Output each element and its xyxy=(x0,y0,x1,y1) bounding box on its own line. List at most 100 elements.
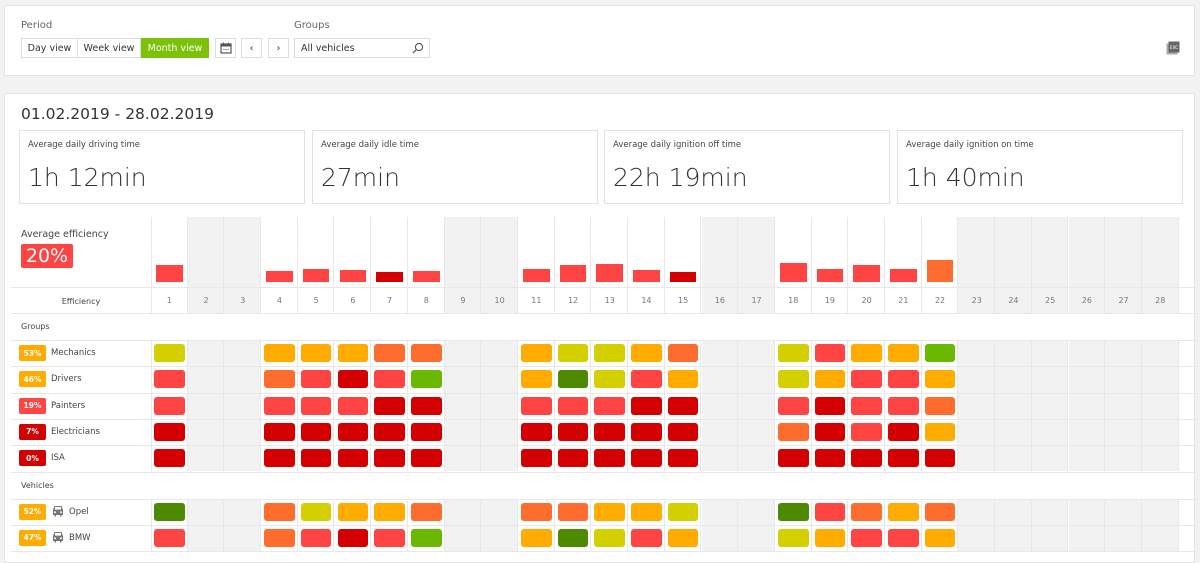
efficiency-bar[interactable] xyxy=(156,264,183,282)
efficiency-cell[interactable] xyxy=(300,396,332,415)
efficiency-cell[interactable] xyxy=(851,422,882,441)
row-name[interactable]: BMW xyxy=(69,532,91,543)
efficiency-cell[interactable] xyxy=(337,502,369,521)
efficiency-cell[interactable] xyxy=(888,370,919,389)
efficiency-cell[interactable] xyxy=(557,344,589,362)
efficiency-cell[interactable] xyxy=(300,422,332,441)
row-name[interactable]: Painters xyxy=(51,400,86,411)
efficiency-cell[interactable] xyxy=(631,344,662,362)
efficiency-bar[interactable] xyxy=(596,264,624,282)
efficiency-cell[interactable] xyxy=(777,502,809,521)
efficiency-cell[interactable] xyxy=(264,370,295,389)
efficiency-cell[interactable] xyxy=(264,422,295,441)
efficiency-cell[interactable] xyxy=(521,344,552,362)
efficiency-cell[interactable] xyxy=(777,370,809,389)
efficiency-bar[interactable] xyxy=(523,269,550,282)
efficiency-cell[interactable] xyxy=(154,396,185,415)
calendar-button[interactable] xyxy=(215,38,236,58)
efficiency-cell[interactable] xyxy=(924,449,956,468)
efficiency-bar[interactable] xyxy=(266,271,293,282)
efficiency-bar[interactable] xyxy=(669,271,697,282)
efficiency-cell[interactable] xyxy=(631,502,662,521)
efficiency-cell[interactable] xyxy=(410,528,442,547)
efficiency-cell[interactable] xyxy=(300,502,332,521)
efficiency-cell[interactable] xyxy=(851,528,882,547)
efficiency-cell[interactable] xyxy=(154,502,185,521)
efficiency-cell[interactable] xyxy=(594,344,626,362)
efficiency-cell[interactable] xyxy=(410,449,442,468)
row-name[interactable]: Drivers xyxy=(51,374,82,385)
efficiency-cell[interactable] xyxy=(300,449,332,468)
efficiency-cell[interactable] xyxy=(924,344,956,362)
efficiency-cell[interactable] xyxy=(667,502,699,521)
row-name[interactable]: Opel xyxy=(69,506,89,517)
efficiency-cell[interactable] xyxy=(374,370,405,389)
efficiency-cell[interactable] xyxy=(521,396,552,415)
row-name[interactable]: Electricians xyxy=(51,426,100,437)
efficiency-cell[interactable] xyxy=(264,449,295,468)
efficiency-cell[interactable] xyxy=(374,449,405,468)
efficiency-cell[interactable] xyxy=(777,344,809,362)
efficiency-cell[interactable] xyxy=(594,502,626,521)
efficiency-bar[interactable] xyxy=(339,269,367,282)
week-view-button[interactable]: Week view xyxy=(77,38,141,58)
efficiency-cell[interactable] xyxy=(264,528,295,547)
efficiency-cell[interactable] xyxy=(814,344,846,362)
efficiency-cell[interactable] xyxy=(814,502,846,521)
efficiency-cell[interactable] xyxy=(814,370,846,389)
efficiency-cell[interactable] xyxy=(337,449,369,468)
efficiency-cell[interactable] xyxy=(374,528,405,547)
efficiency-cell[interactable] xyxy=(337,396,369,415)
efficiency-cell[interactable] xyxy=(888,528,919,547)
day-view-button[interactable]: Day view xyxy=(21,38,78,58)
efficiency-cell[interactable] xyxy=(777,449,809,468)
efficiency-cell[interactable] xyxy=(777,422,809,441)
efficiency-cell[interactable] xyxy=(851,370,882,389)
efficiency-cell[interactable] xyxy=(557,528,589,547)
efficiency-cell[interactable] xyxy=(300,344,332,362)
efficiency-bar[interactable] xyxy=(302,269,330,282)
efficiency-bar[interactable] xyxy=(412,271,440,282)
efficiency-cell[interactable] xyxy=(814,528,846,547)
efficiency-cell[interactable] xyxy=(667,449,699,468)
efficiency-bar[interactable] xyxy=(633,269,660,282)
efficiency-cell[interactable] xyxy=(851,449,882,468)
efficiency-cell[interactable] xyxy=(410,502,442,521)
efficiency-cell[interactable] xyxy=(777,528,809,547)
efficiency-bar[interactable] xyxy=(376,271,403,282)
efficiency-cell[interactable] xyxy=(557,370,589,389)
efficiency-cell[interactable] xyxy=(631,396,662,415)
efficiency-cell[interactable] xyxy=(667,422,699,441)
efficiency-cell[interactable] xyxy=(557,396,589,415)
efficiency-cell[interactable] xyxy=(154,449,185,468)
efficiency-cell[interactable] xyxy=(777,396,809,415)
efficiency-cell[interactable] xyxy=(667,396,699,415)
efficiency-cell[interactable] xyxy=(814,422,846,441)
row-name[interactable]: Mechanics xyxy=(51,348,96,358)
efficiency-cell[interactable] xyxy=(888,422,919,441)
efficiency-cell[interactable] xyxy=(521,449,552,468)
efficiency-cell[interactable] xyxy=(264,344,295,362)
efficiency-cell[interactable] xyxy=(410,370,442,389)
export-excel-button[interactable]: EXC xyxy=(1166,40,1180,55)
efficiency-cell[interactable] xyxy=(154,344,185,362)
efficiency-cell[interactable] xyxy=(888,502,919,521)
efficiency-cell[interactable] xyxy=(631,370,662,389)
efficiency-cell[interactable] xyxy=(667,528,699,547)
efficiency-cell[interactable] xyxy=(667,344,699,362)
efficiency-cell[interactable] xyxy=(667,370,699,389)
efficiency-cell[interactable] xyxy=(631,528,662,547)
efficiency-cell[interactable] xyxy=(594,396,626,415)
efficiency-cell[interactable] xyxy=(594,528,626,547)
efficiency-cell[interactable] xyxy=(594,449,626,468)
efficiency-cell[interactable] xyxy=(594,422,626,441)
efficiency-cell[interactable] xyxy=(631,449,662,468)
efficiency-cell[interactable] xyxy=(557,502,589,521)
efficiency-cell[interactable] xyxy=(154,370,185,389)
efficiency-cell[interactable] xyxy=(337,528,369,547)
efficiency-cell[interactable] xyxy=(374,502,405,521)
efficiency-cell[interactable] xyxy=(924,396,956,415)
efficiency-cell[interactable] xyxy=(631,422,662,441)
efficiency-cell[interactable] xyxy=(154,422,185,441)
efficiency-cell[interactable] xyxy=(521,370,552,389)
